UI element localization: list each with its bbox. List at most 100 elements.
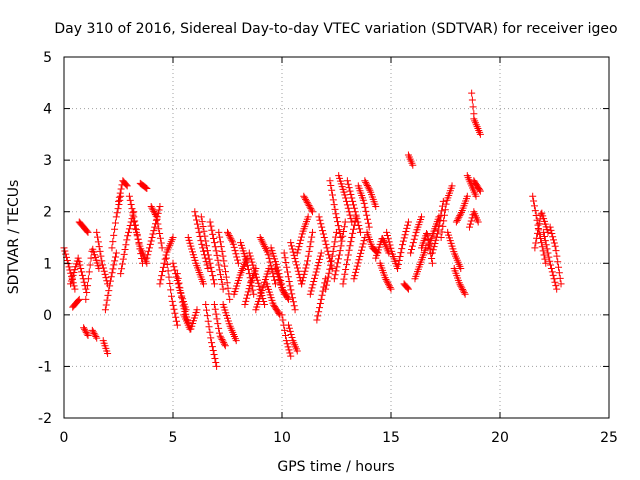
- data-point: [99, 261, 107, 269]
- data-point: [349, 229, 357, 237]
- data-point: [83, 289, 91, 297]
- data-point: [357, 249, 365, 257]
- data-point: [532, 211, 540, 219]
- data-point: [382, 276, 390, 284]
- data-point: [154, 220, 162, 228]
- data-point: [111, 219, 119, 227]
- data-point: [284, 273, 292, 281]
- data-point: [287, 286, 295, 294]
- data-point: [399, 237, 407, 245]
- data-point: [150, 227, 158, 235]
- data-point: [306, 290, 314, 298]
- data-point: [101, 270, 109, 278]
- data-point: [135, 239, 143, 247]
- data-point: [309, 208, 317, 216]
- data-point: [216, 233, 224, 241]
- data-point: [247, 255, 255, 263]
- data-point: [330, 201, 338, 209]
- data-point: [85, 268, 93, 276]
- data-point: [233, 253, 241, 261]
- data-point: [99, 264, 107, 272]
- data-point: [207, 334, 215, 342]
- data-point: [214, 256, 222, 264]
- data-point: [553, 252, 561, 260]
- data-point: [246, 252, 254, 260]
- data-point: [463, 192, 471, 200]
- data-point: [302, 264, 310, 272]
- data-point: [269, 269, 277, 277]
- data-point: [98, 257, 106, 265]
- data-point: [108, 269, 116, 277]
- data-point: [335, 251, 343, 259]
- data-point: [555, 269, 563, 277]
- data-point: [411, 232, 419, 240]
- data-point: [111, 225, 119, 233]
- data-point: [385, 238, 393, 246]
- data-point: [245, 249, 253, 257]
- data-point: [448, 182, 456, 190]
- data-point: [330, 243, 338, 251]
- data-point: [62, 250, 70, 258]
- data-point: [143, 185, 151, 193]
- data-point: [153, 215, 161, 223]
- data-point: [469, 103, 477, 111]
- data-point: [209, 230, 217, 238]
- data-point: [409, 239, 417, 247]
- data-point: [102, 301, 110, 309]
- data-point: [384, 235, 392, 243]
- data-point: [78, 268, 86, 276]
- data-point: [355, 221, 363, 229]
- data-point: [298, 280, 306, 288]
- data-point: [288, 334, 296, 342]
- data-point: [336, 247, 344, 255]
- data-point: [200, 280, 208, 288]
- data-point: [428, 259, 436, 267]
- data-point: [290, 302, 298, 310]
- data-point: [82, 328, 90, 336]
- data-point: [334, 218, 342, 226]
- data-point: [115, 197, 122, 205]
- data-point: [335, 226, 343, 234]
- data-point: [189, 251, 197, 259]
- x-tick-label: 25: [600, 430, 618, 446]
- data-point: [110, 231, 118, 239]
- data-point: [203, 312, 211, 320]
- data-point: [110, 261, 118, 269]
- data-point: [184, 234, 192, 241]
- data-point: [164, 267, 172, 275]
- data-point: [554, 258, 562, 266]
- data-point: [458, 284, 466, 292]
- data-point: [348, 234, 356, 241]
- data-point: [441, 206, 449, 214]
- data-point: [100, 267, 108, 275]
- data-point: [285, 295, 293, 303]
- data-point: [168, 297, 176, 305]
- data-point: [155, 225, 163, 233]
- data-point: [557, 280, 565, 288]
- data-point: [472, 192, 480, 200]
- x-tick-label: 5: [169, 430, 178, 446]
- data-point: [204, 264, 212, 272]
- data-point: [219, 337, 227, 345]
- data-point: [439, 222, 447, 230]
- data-point: [133, 232, 141, 240]
- data-point: [339, 280, 347, 288]
- data-point: [158, 272, 166, 280]
- data-point: [304, 252, 312, 260]
- data-point: [212, 358, 220, 366]
- data-point: [318, 291, 326, 299]
- data-point: [267, 262, 275, 270]
- data-point: [430, 243, 438, 251]
- data-point: [188, 245, 196, 253]
- data-point: [190, 254, 198, 262]
- data-point: [101, 306, 109, 314]
- data-point: [334, 222, 342, 230]
- data-point: [77, 264, 85, 272]
- data-point: [224, 230, 232, 238]
- data-point: [322, 285, 330, 293]
- data-point: [80, 324, 88, 332]
- data-point: [217, 334, 225, 342]
- data-point: [360, 199, 368, 207]
- data-point: [317, 220, 325, 228]
- data-point: [542, 241, 550, 249]
